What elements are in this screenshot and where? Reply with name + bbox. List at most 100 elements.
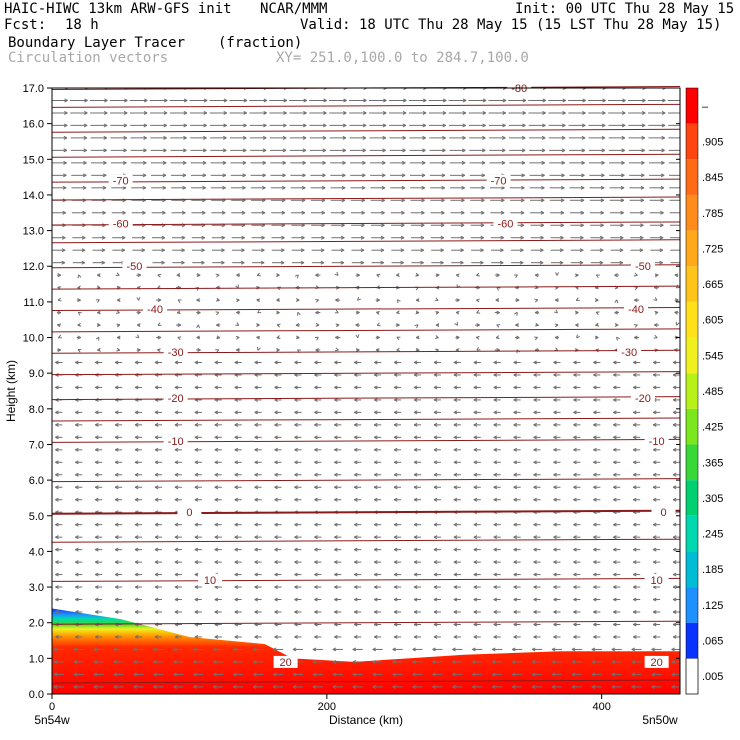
vector-head bbox=[672, 636, 677, 639]
vector-head bbox=[654, 334, 658, 339]
vector-head bbox=[75, 436, 79, 440]
vector-arrow bbox=[573, 460, 581, 465]
vector-arrow bbox=[593, 410, 601, 415]
vector-head bbox=[531, 686, 536, 689]
vector-arrow bbox=[593, 485, 601, 490]
vector-arrow bbox=[172, 260, 185, 265]
vector-head bbox=[393, 586, 398, 590]
vector-head bbox=[201, 260, 205, 264]
vector-arrow bbox=[354, 422, 362, 427]
vector-head bbox=[174, 499, 179, 502]
vector-arrow bbox=[553, 397, 561, 402]
vector-head bbox=[174, 536, 179, 540]
vector-arrow bbox=[393, 572, 402, 577]
vector-head bbox=[372, 648, 377, 652]
vector-head bbox=[294, 611, 298, 614]
vector-head bbox=[639, 235, 644, 239]
vector-arrow bbox=[154, 410, 162, 415]
vector-arrow bbox=[493, 385, 501, 390]
vector-arrow bbox=[670, 260, 680, 265]
vector-arrow bbox=[93, 659, 104, 664]
vector-arrow bbox=[274, 522, 282, 527]
vector-arrow bbox=[174, 472, 182, 477]
vector-head bbox=[672, 474, 677, 477]
vector-head bbox=[513, 499, 518, 502]
vector-arrow bbox=[573, 634, 581, 639]
vector-head bbox=[373, 574, 378, 577]
vector-arrow bbox=[75, 410, 83, 415]
vector-arrow bbox=[196, 324, 201, 329]
vector-head bbox=[114, 599, 119, 602]
vector-head bbox=[373, 599, 378, 602]
vector-arrow bbox=[355, 348, 360, 353]
vector-arrow bbox=[154, 435, 162, 440]
vector-head bbox=[134, 486, 139, 490]
vector-head bbox=[493, 362, 498, 365]
vector-arrow bbox=[291, 210, 306, 215]
vector-head bbox=[95, 611, 99, 614]
vector-arrow bbox=[154, 610, 162, 614]
vector-head bbox=[75, 386, 79, 390]
vector-arrow bbox=[214, 547, 222, 552]
vector-arrow bbox=[553, 385, 561, 390]
vector-arrow bbox=[672, 622, 680, 627]
vector-head bbox=[58, 299, 62, 302]
vector-arrow bbox=[334, 385, 342, 390]
vector-head bbox=[393, 386, 398, 390]
vector-head bbox=[632, 386, 637, 390]
vector-head bbox=[161, 235, 166, 239]
vector-arrow bbox=[294, 435, 302, 440]
vector-arrow bbox=[472, 684, 483, 689]
vector-head bbox=[220, 260, 225, 264]
vector-head bbox=[95, 574, 99, 577]
vector-arrow bbox=[292, 647, 303, 652]
vector-arrow bbox=[214, 460, 222, 465]
vector-arrow bbox=[216, 323, 221, 328]
vector-arrow bbox=[234, 360, 242, 365]
vector-head bbox=[372, 661, 377, 664]
vector-arrow bbox=[534, 273, 540, 278]
vector-head bbox=[114, 636, 119, 639]
vector-arrow bbox=[95, 435, 103, 440]
vector-arrow bbox=[113, 647, 124, 652]
vector-head bbox=[511, 661, 516, 664]
vector-arrow bbox=[573, 385, 581, 390]
vector-arrow bbox=[251, 248, 265, 253]
vector-head bbox=[593, 586, 597, 590]
vector-arrow bbox=[453, 435, 461, 440]
vector-arrow bbox=[632, 360, 641, 365]
vector-arrow bbox=[513, 585, 521, 590]
vector-arrow bbox=[376, 273, 381, 278]
vector-head bbox=[314, 574, 318, 577]
vector-arrow bbox=[514, 335, 520, 340]
vector-arrow bbox=[550, 260, 564, 265]
vector-arrow bbox=[652, 547, 661, 552]
vector-arrow bbox=[672, 447, 680, 452]
vector-arrow bbox=[533, 547, 541, 552]
vector-arrow bbox=[613, 634, 621, 639]
vector-head bbox=[393, 424, 398, 427]
vector-head bbox=[254, 374, 258, 377]
vector-head bbox=[257, 347, 261, 351]
vector-arrow bbox=[134, 460, 143, 465]
vector-head bbox=[553, 599, 557, 602]
vector-head bbox=[380, 248, 385, 251]
vector-head bbox=[314, 386, 318, 390]
vector-head bbox=[455, 335, 460, 338]
vector-arrow bbox=[413, 422, 422, 427]
vector-arrow bbox=[513, 610, 521, 614]
vector-arrow bbox=[611, 647, 622, 652]
vector-head bbox=[533, 474, 537, 477]
vector-head bbox=[254, 386, 258, 390]
vector-arrow bbox=[632, 522, 641, 527]
vector-head bbox=[334, 424, 338, 427]
vector-arrow bbox=[133, 684, 144, 689]
vector-arrow bbox=[352, 647, 363, 652]
vector-arrow bbox=[550, 235, 564, 240]
vector-arrow bbox=[77, 348, 82, 353]
vector-head bbox=[154, 449, 159, 452]
vector-head bbox=[75, 636, 79, 639]
vector-head bbox=[332, 686, 337, 689]
vector-arrow bbox=[77, 285, 82, 290]
vector-arrow bbox=[613, 460, 621, 465]
